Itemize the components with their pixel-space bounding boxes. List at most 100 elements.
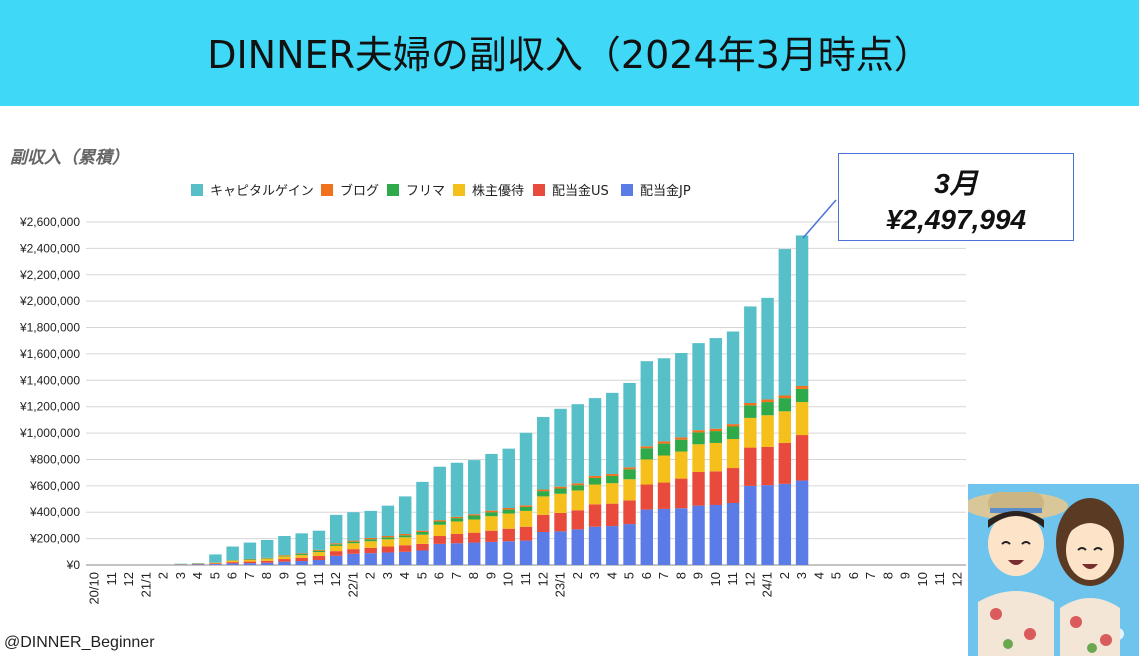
x-tick-label: 12 [535, 572, 550, 586]
bar-segment [433, 466, 446, 521]
bar-segment [519, 510, 533, 527]
x-tick-label: 10 [708, 572, 723, 586]
bar-segment [502, 528, 515, 542]
bar-segment [675, 352, 688, 438]
bar-segment [381, 535, 395, 538]
x-tick-label: 4 [604, 572, 619, 579]
x-tick-label: 8 [673, 572, 688, 579]
bar-segment [571, 483, 584, 486]
y-tick-label: ¥1,200,000 [19, 400, 80, 414]
bar-segment [623, 467, 636, 470]
bar-segment [519, 432, 533, 506]
bar-segment [571, 529, 584, 565]
bar-segment [347, 553, 360, 565]
x-tick-label: 12 [742, 572, 757, 586]
bar-segment [485, 510, 498, 513]
bar-segment [519, 540, 533, 565]
x-tick-label: 21/1 [138, 572, 153, 597]
legend: キャピタルゲイン ブログ フリマ 株主優待 配当金US 配当金JP [191, 183, 691, 199]
y-axis-ticks: ¥0 ¥200,000 ¥400,000 ¥600,000 ¥800,000 ¥1,000… [19, 215, 80, 572]
bar-segment [226, 562, 239, 564]
bar-segment [485, 530, 498, 542]
bar-segment [606, 483, 619, 504]
bar-segment [554, 531, 567, 565]
legend-swatch [533, 184, 545, 196]
bar-segment [295, 557, 308, 562]
bar-segment [795, 402, 809, 436]
bar-segment [485, 453, 498, 511]
bar-segment [640, 446, 653, 449]
bar-segment [347, 543, 360, 550]
bar-segment [468, 532, 481, 543]
bar-segment [295, 561, 308, 565]
bar-segment [416, 534, 429, 544]
bar-segment [416, 543, 429, 551]
y-tick-label: ¥1,000,000 [19, 426, 80, 440]
bar-segment [416, 481, 429, 531]
bar-segment [433, 520, 446, 522]
bar-segment [778, 398, 792, 412]
bar-segment [243, 559, 257, 560]
bar-segment [744, 306, 757, 403]
bar-segment [744, 405, 757, 418]
bar-segment [243, 561, 257, 564]
y-tick-label: ¥0 [66, 558, 81, 572]
bar-segment [329, 544, 343, 546]
bar-segment [623, 469, 636, 480]
bar-segment [329, 555, 343, 565]
bar-segment [312, 552, 326, 557]
bar-segment [450, 543, 464, 565]
bar-segment [761, 399, 774, 403]
bar-segment [640, 361, 653, 447]
bar-segment [761, 297, 774, 400]
x-tick-label: 12 [121, 572, 136, 586]
bar-segment [416, 550, 429, 565]
bar-segment [554, 408, 567, 487]
bar-segment [709, 471, 723, 505]
bar-segment [692, 471, 705, 506]
bar-segment [778, 395, 792, 399]
bar-segment [502, 509, 515, 514]
bar-segment [778, 483, 792, 565]
bar-segment [433, 521, 446, 525]
bar-segment [450, 518, 464, 522]
bar-segment [778, 411, 792, 443]
bar-segment [381, 505, 395, 536]
x-tick-label: 5 [414, 572, 429, 579]
bar-segment [657, 482, 671, 509]
y-tick-label: ¥2,200,000 [19, 268, 80, 282]
bar-segment [433, 524, 446, 536]
x-tick-label: 24/1 [760, 572, 775, 597]
x-tick-label: 2 [156, 572, 171, 579]
bar-segment [640, 448, 653, 460]
bar-segment [709, 442, 723, 472]
x-tick-label: 11 [932, 572, 947, 586]
bar-segment [243, 542, 257, 559]
bar-segment [657, 441, 671, 444]
bar-segment [433, 535, 446, 544]
x-tick-label: 6 [846, 572, 861, 579]
bar-segment [226, 546, 239, 561]
bar-segment [606, 475, 619, 484]
bar-segment [399, 535, 412, 538]
bar-segment [399, 545, 412, 552]
bar-segment [433, 543, 446, 565]
bar-segment [260, 562, 274, 565]
bar-segment [726, 439, 740, 469]
legend-swatch [387, 184, 399, 196]
bar-segment [278, 561, 291, 565]
bar-segment [468, 542, 481, 565]
bar-segment [692, 505, 705, 565]
bar-segment [278, 535, 291, 556]
legend-label: 配当金JP [640, 183, 691, 199]
bar-segment [675, 508, 688, 565]
bar-segment [312, 550, 326, 553]
legend-swatch [321, 184, 333, 196]
x-tick-label: 6 [639, 572, 654, 579]
bar-segment [537, 514, 550, 533]
y-tick-label: ¥600,000 [29, 479, 80, 493]
bar-segment [554, 486, 567, 489]
bar-segment [278, 559, 291, 562]
x-tick-label: 9 [898, 572, 913, 579]
bar-segment [295, 554, 308, 556]
